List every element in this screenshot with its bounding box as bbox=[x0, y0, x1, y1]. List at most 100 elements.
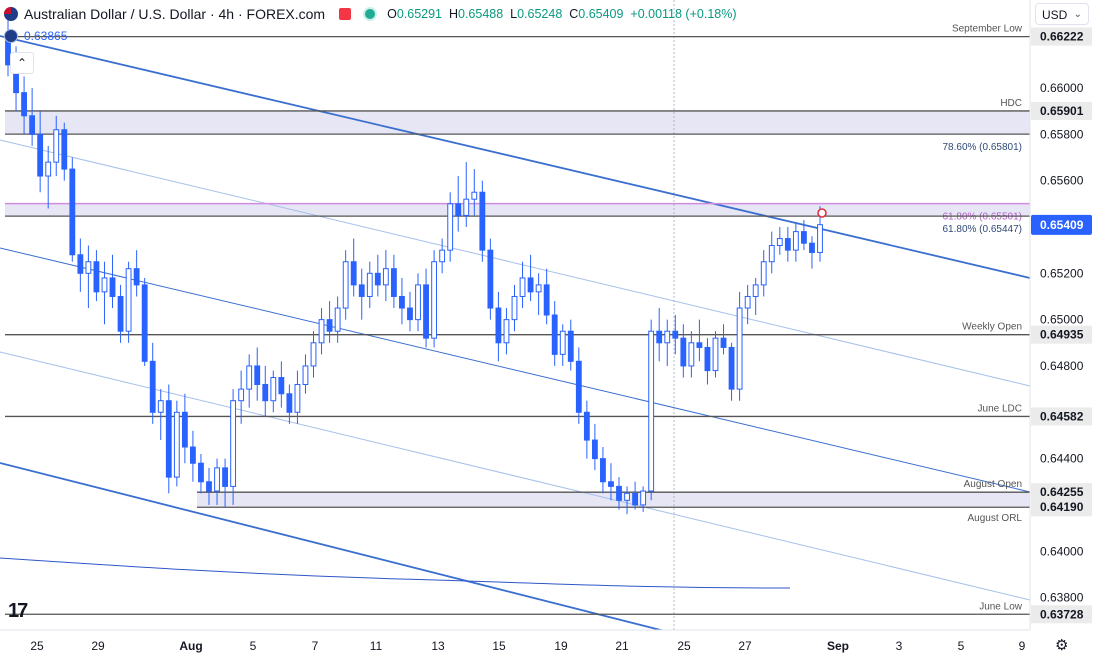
x-tick-14: 5 bbox=[958, 639, 965, 653]
collapse-legend-button[interactable]: ⌃ bbox=[10, 52, 34, 74]
candle-body-58 bbox=[471, 191, 478, 200]
level-tag-1: 0.65901 bbox=[1040, 104, 1084, 118]
candle-body-28 bbox=[230, 400, 237, 487]
candle-body-40 bbox=[326, 319, 333, 332]
candle-body-68 bbox=[551, 314, 558, 355]
candle-body-5 bbox=[45, 161, 52, 177]
y-tick-6: 0.64400 bbox=[1040, 452, 1084, 466]
candle-body-70 bbox=[567, 330, 574, 362]
hdc-zone bbox=[5, 110, 1030, 135]
y-tick-2: 0.65600 bbox=[1040, 174, 1084, 188]
candle-body-97 bbox=[784, 238, 791, 251]
candle-body-62 bbox=[503, 319, 510, 344]
candle-body-38 bbox=[310, 342, 317, 367]
x-tick-9: 21 bbox=[615, 639, 629, 653]
x-tick-4: 7 bbox=[312, 639, 319, 653]
candle-body-36 bbox=[294, 383, 301, 413]
candle-body-25 bbox=[206, 481, 212, 492]
indicator-value: 0.63865 bbox=[24, 29, 68, 43]
x-tick-3: 5 bbox=[250, 639, 257, 653]
candle-body-65 bbox=[527, 277, 534, 293]
candle-body-23 bbox=[189, 446, 196, 464]
candle-body-79 bbox=[640, 490, 647, 506]
candle-body-61 bbox=[495, 307, 502, 344]
level-tag-bg-1 bbox=[1031, 101, 1092, 120]
x-tick-6: 13 bbox=[431, 639, 445, 653]
candle-body-47 bbox=[382, 268, 389, 286]
x-tick-13: 3 bbox=[896, 639, 903, 653]
candle-body-17 bbox=[141, 284, 148, 362]
gear-icon[interactable]: ⚙ bbox=[1055, 637, 1069, 654]
candle-body-15 bbox=[125, 268, 132, 332]
candle-body-98 bbox=[792, 231, 799, 251]
candle-body-27 bbox=[222, 467, 228, 487]
candle-body-20 bbox=[165, 400, 172, 478]
ohlc-readout: O0.65291 H0.65488 L0.65248 C0.65409 +0.0… bbox=[387, 7, 737, 21]
x-tick-11: 27 bbox=[738, 639, 752, 653]
candle-body-32 bbox=[262, 383, 269, 402]
candle-body-16 bbox=[133, 268, 140, 286]
candle-body-95 bbox=[768, 245, 775, 263]
candle-body-91 bbox=[736, 307, 743, 390]
candle-body-74 bbox=[600, 458, 606, 483]
candle-body-77 bbox=[624, 492, 630, 501]
candle-body-71 bbox=[575, 360, 582, 413]
candle-body-48 bbox=[390, 268, 397, 297]
candle-body-35 bbox=[286, 393, 293, 413]
candle-body-10 bbox=[85, 261, 92, 274]
candle-body-92 bbox=[744, 295, 751, 309]
level-label-1: HDC bbox=[1000, 98, 1022, 109]
level-tag-bg-0 bbox=[1031, 27, 1092, 46]
candle-body-11 bbox=[93, 261, 100, 293]
last-price-tag-bg bbox=[1031, 214, 1092, 235]
candle-body-81 bbox=[656, 330, 663, 344]
candle-body-34 bbox=[278, 377, 285, 395]
market-open-icon bbox=[363, 7, 378, 21]
candle-body-85 bbox=[688, 342, 695, 367]
candle-body-24 bbox=[198, 462, 204, 483]
y-tick-1: 0.65800 bbox=[1040, 127, 1084, 141]
level-label-3: 61.80% (0.65501) bbox=[942, 212, 1022, 223]
chart-header: Australian Dollar / U.S. Dollar · 4h · F… bbox=[4, 4, 737, 24]
level-tag-bg-8 bbox=[1031, 498, 1092, 517]
candle-body-37 bbox=[302, 365, 309, 385]
channel-lower-line bbox=[0, 462, 665, 630]
candle-body-46 bbox=[374, 272, 381, 286]
candle-body-42 bbox=[342, 261, 349, 309]
candle-body-57 bbox=[463, 198, 470, 216]
candle-body-49 bbox=[399, 295, 405, 309]
currency-selector[interactable]: USD ⌄ bbox=[1035, 3, 1089, 25]
candle-body-86 bbox=[696, 342, 703, 348]
y-tick-8: 0.63800 bbox=[1040, 591, 1084, 605]
candle-body-60 bbox=[487, 249, 494, 309]
candle-body-18 bbox=[149, 360, 156, 413]
candle-body-51 bbox=[415, 284, 421, 321]
candle-body-43 bbox=[350, 261, 357, 286]
candle-body-39 bbox=[318, 319, 325, 344]
indicator-legend[interactable]: 0.63865 bbox=[4, 29, 67, 43]
x-tick-7: 15 bbox=[492, 639, 506, 653]
candle-body-101 bbox=[817, 224, 823, 253]
x-tick-10: 25 bbox=[677, 639, 691, 653]
flag-marker-icon[interactable] bbox=[339, 8, 352, 20]
candle-body-89 bbox=[720, 337, 727, 348]
candle-body-6 bbox=[53, 129, 60, 163]
candle-body-50 bbox=[407, 307, 413, 321]
candle-body-45 bbox=[366, 272, 373, 297]
moving-average-line bbox=[0, 557, 791, 589]
candle-body-84 bbox=[680, 337, 687, 367]
candle-body-93 bbox=[752, 284, 759, 297]
level-tag-bg-5 bbox=[1031, 325, 1092, 344]
y-tick-5: 0.64800 bbox=[1040, 359, 1084, 373]
indicator-icon bbox=[4, 29, 18, 43]
y-tick-4: 0.65000 bbox=[1040, 313, 1084, 327]
candle-body-72 bbox=[583, 411, 590, 441]
level-tag-bg-6 bbox=[1031, 407, 1092, 426]
candle-body-54 bbox=[439, 249, 446, 263]
last-price-tag: 0.65409 bbox=[1040, 218, 1084, 232]
candle-body-3 bbox=[29, 115, 36, 135]
candle-body-75 bbox=[608, 481, 614, 487]
symbol-title[interactable]: Australian Dollar / U.S. Dollar · 4h · F… bbox=[24, 6, 326, 22]
candle-body-21 bbox=[173, 411, 180, 478]
